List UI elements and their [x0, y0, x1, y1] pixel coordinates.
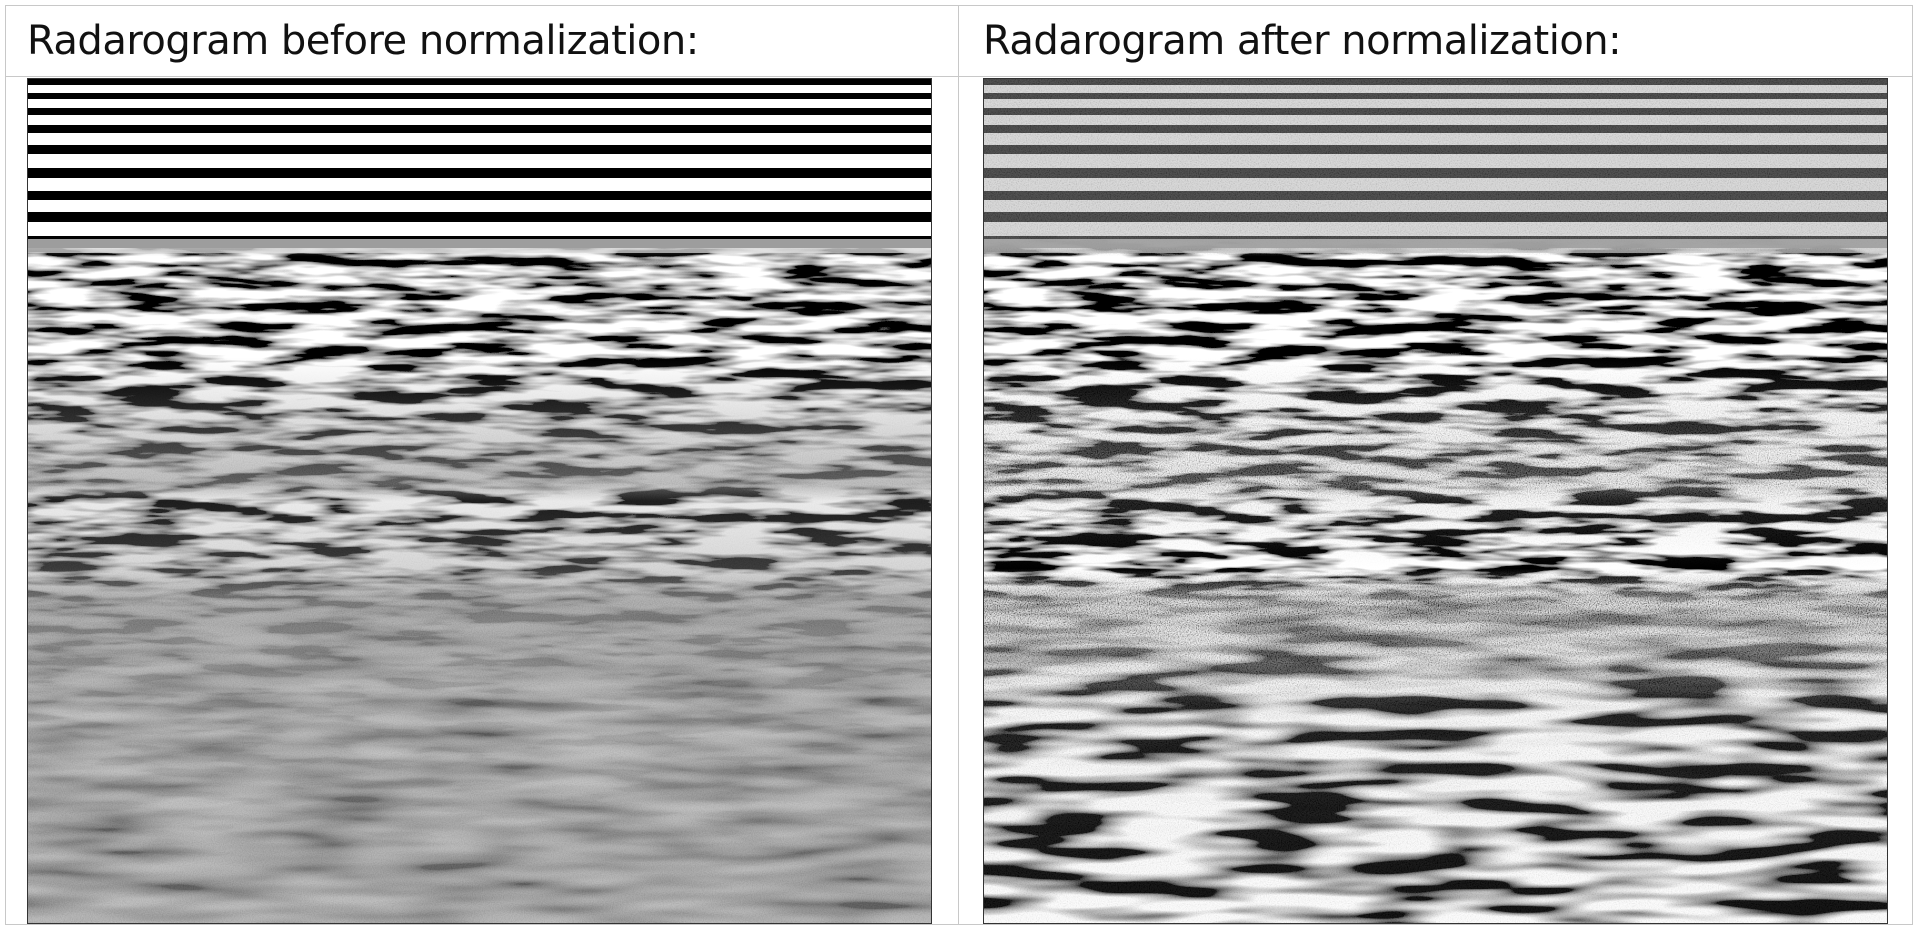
- panel-title: Radarogram after normalization:: [983, 18, 1622, 64]
- radargram-after: [983, 78, 1888, 924]
- direct-wave-stripes: [28, 79, 931, 253]
- column-divider: [958, 5, 959, 925]
- direct-wave-stripes: [984, 79, 1887, 253]
- panel-title: Radarogram before normalization:: [27, 18, 699, 64]
- radargram-before: [27, 78, 932, 924]
- table-frame: [5, 5, 1913, 925]
- header-rule: [5, 76, 1913, 77]
